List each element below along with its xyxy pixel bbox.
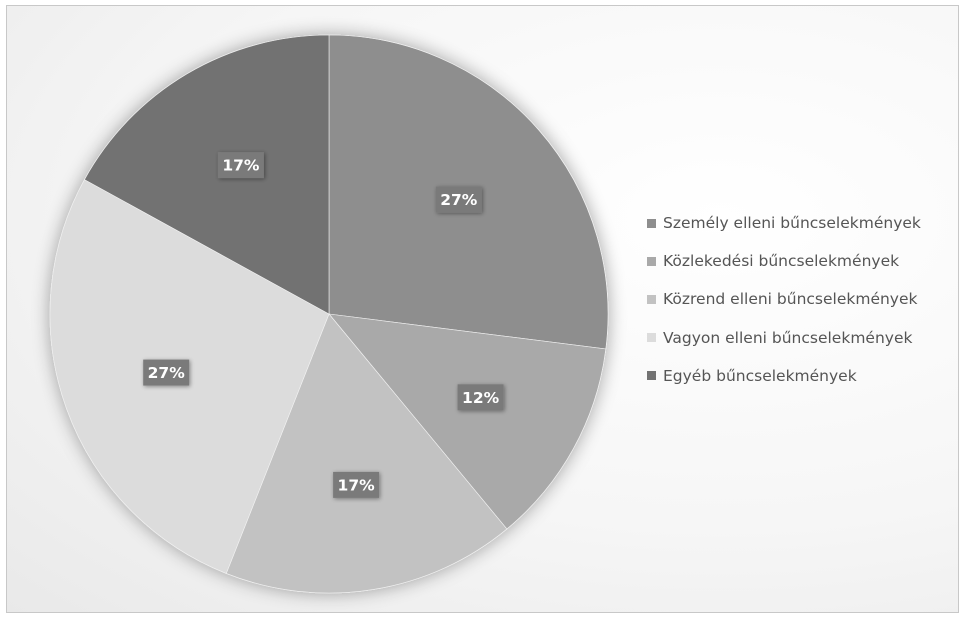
pie-slices bbox=[49, 34, 609, 594]
legend-swatch bbox=[647, 218, 656, 228]
data-label: 27% bbox=[143, 359, 190, 386]
data-label: 17% bbox=[333, 471, 380, 498]
legend-swatch bbox=[647, 294, 656, 304]
data-label: 12% bbox=[457, 384, 504, 411]
pie-slice bbox=[328, 313, 607, 530]
data-label-box bbox=[435, 186, 482, 213]
data-label-box bbox=[143, 359, 190, 386]
data-label: 27% bbox=[435, 186, 482, 213]
data-label-text: 17% bbox=[222, 157, 260, 175]
legend-item: Vagyon elleni bűncselekmények bbox=[647, 319, 957, 357]
data-label-text: 12% bbox=[462, 389, 500, 407]
data-label-text: 27% bbox=[440, 191, 478, 209]
data-label-box bbox=[217, 152, 264, 179]
legend-item: Egyéb bűncselekmények bbox=[647, 357, 957, 395]
legend-swatch bbox=[647, 256, 656, 266]
legend-label: Egyéb bűncselekmények bbox=[663, 366, 857, 385]
data-label-text: 27% bbox=[148, 364, 186, 382]
chart-frame: 27% 12% 17% 27% 17% Személy elleni bűncselek… bbox=[6, 5, 959, 613]
pie-data-labels: 27% 12% 17% 27% 17% bbox=[143, 152, 504, 498]
legend-label: Közrend elleni bűncselekmények bbox=[663, 290, 918, 309]
legend-label: Közlekedési bűncselekmények bbox=[663, 252, 900, 271]
legend-label: Személy elleni bűncselekmények bbox=[663, 214, 921, 233]
legend-swatch bbox=[647, 333, 656, 343]
data-label-text: 17% bbox=[338, 476, 376, 494]
data-label-box bbox=[457, 384, 504, 411]
legend-swatch bbox=[647, 371, 656, 381]
legend-label: Vagyon elleni bűncselekmények bbox=[663, 328, 913, 347]
pie-slice bbox=[84, 34, 330, 315]
legend: Személy elleni bűncselekmények Közlekedés… bbox=[647, 204, 957, 395]
legend-item: Közlekedési bűncselekmények bbox=[647, 242, 957, 280]
pie-chart: 27% 12% 17% 27% 17% bbox=[49, 34, 609, 594]
data-label-box bbox=[333, 471, 380, 498]
pie-slice bbox=[225, 313, 508, 594]
legend-item: Személy elleni bűncselekmények bbox=[647, 204, 957, 242]
pie-slice bbox=[49, 179, 330, 574]
legend-item: Közrend elleni bűncselekmények bbox=[647, 280, 957, 318]
data-label: 17% bbox=[217, 152, 264, 179]
